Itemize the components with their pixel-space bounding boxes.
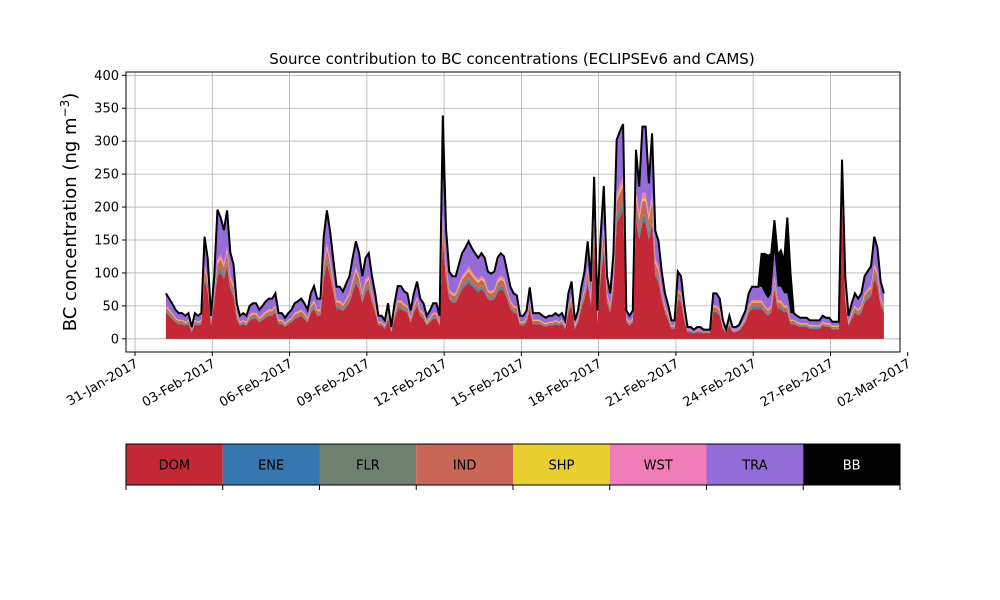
legend-swatch-shp xyxy=(513,444,610,485)
legend-colorbar: DOM ENE FLR IND SHP WST TRA BB xyxy=(125,443,901,490)
y-tick-label: 350 xyxy=(94,102,119,117)
y-tick-label: 0 xyxy=(111,332,119,347)
y-axis-label-sup: −3 xyxy=(58,100,72,118)
legend-label-ene: ENE xyxy=(258,459,284,474)
legend-swatch-bb xyxy=(803,444,900,485)
legend-swatch-ind xyxy=(416,444,513,485)
legend-label-tra: TRA xyxy=(741,459,767,474)
area-dom xyxy=(165,207,884,339)
y-tick-label: 250 xyxy=(94,168,119,183)
axes-frame xyxy=(125,71,901,353)
legend-swatch-flr xyxy=(319,444,417,485)
legend-label-shp: SHP xyxy=(548,459,574,474)
area-ind xyxy=(165,182,884,333)
legend-label-ind: IND xyxy=(453,459,477,474)
y-tick-label: 100 xyxy=(94,266,119,281)
y-axis-label: BC concentration (ng m−3) xyxy=(58,93,81,332)
area-flr xyxy=(165,198,884,333)
y-tick-label: 200 xyxy=(94,201,119,216)
legend-swatch-dom xyxy=(126,444,223,485)
legend-label-dom: DOM xyxy=(159,459,190,474)
legend-label-flr: FLR xyxy=(356,459,380,474)
y-tick-label: 300 xyxy=(94,135,119,150)
y-tick-label: 50 xyxy=(102,299,119,314)
legend-label-bb: BB xyxy=(843,459,861,474)
chart-title: Source contribution to BC concentrations… xyxy=(269,50,754,68)
y-axis-label-main: BC concentration (ng m xyxy=(60,117,81,331)
legend-swatch-tra xyxy=(706,444,804,485)
legend-label-wst: WST xyxy=(644,459,673,474)
y-axis-label-end: ) xyxy=(60,93,81,100)
legend-swatch-wst xyxy=(609,444,707,485)
total-line xyxy=(165,115,885,334)
area-ene xyxy=(165,205,884,334)
area-shp xyxy=(165,179,884,332)
area-wst xyxy=(165,172,884,332)
legend-swatch-ene xyxy=(222,444,320,485)
y-tick-label: 400 xyxy=(94,69,119,84)
y-tick-label: 150 xyxy=(94,234,119,249)
